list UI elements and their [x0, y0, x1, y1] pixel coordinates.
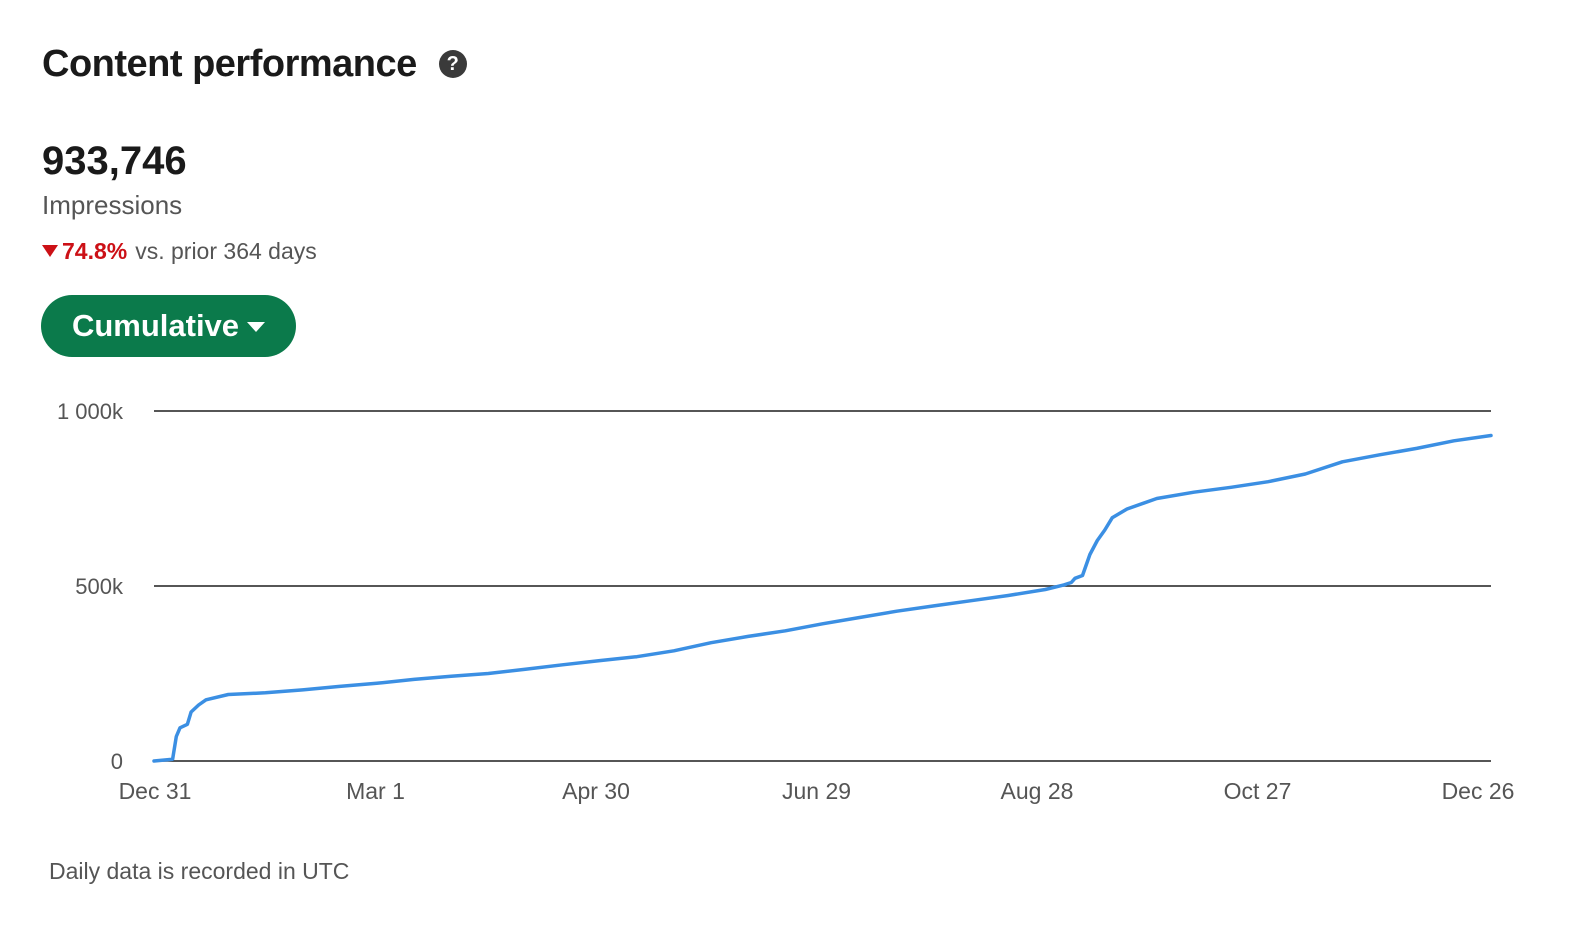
- caret-down-icon: [247, 322, 266, 332]
- change-comparison-text: vs. prior 364 days: [135, 238, 317, 264]
- cumulative-label: Cumulative: [71, 308, 240, 343]
- impressions-label: Impressions: [42, 190, 183, 220]
- impressions-line-chart: 0 500k 1 000k Dec 31 Mar 1 Apr 30 Jun 29 Aug 28…: [57, 399, 1515, 804]
- x-tick-label: Apr 30: [562, 778, 630, 804]
- impressions-value: 933,746: [42, 139, 187, 183]
- page-title: Content performance: [42, 43, 417, 85]
- cumulative-dropdown-button[interactable]: Cumulative: [41, 295, 296, 357]
- impressions-series-line: [152, 433, 1493, 763]
- y-tick-label: 1 000k: [57, 399, 124, 424]
- x-tick-label: Oct 27: [1224, 778, 1292, 804]
- utc-footnote: Daily data is recorded in UTC: [49, 858, 350, 884]
- x-tick-label: Dec 26: [1442, 778, 1515, 804]
- y-tick-label: 500k: [75, 574, 124, 599]
- y-tick-label: 0: [111, 749, 123, 774]
- x-tick-label: Mar 1: [346, 778, 405, 804]
- x-tick-label: Aug 28: [1001, 778, 1074, 804]
- question-circle-icon[interactable]: ?: [438, 50, 467, 78]
- change-percentage: 74.8%: [62, 238, 128, 264]
- x-tick-label: Jun 29: [782, 778, 851, 804]
- title-row: Content performance ?: [42, 38, 467, 90]
- triangle-down-icon: [42, 245, 58, 257]
- change-indicator: 74.8% vs. prior 364 days: [42, 236, 317, 266]
- x-tick-label: Dec 31: [119, 778, 192, 804]
